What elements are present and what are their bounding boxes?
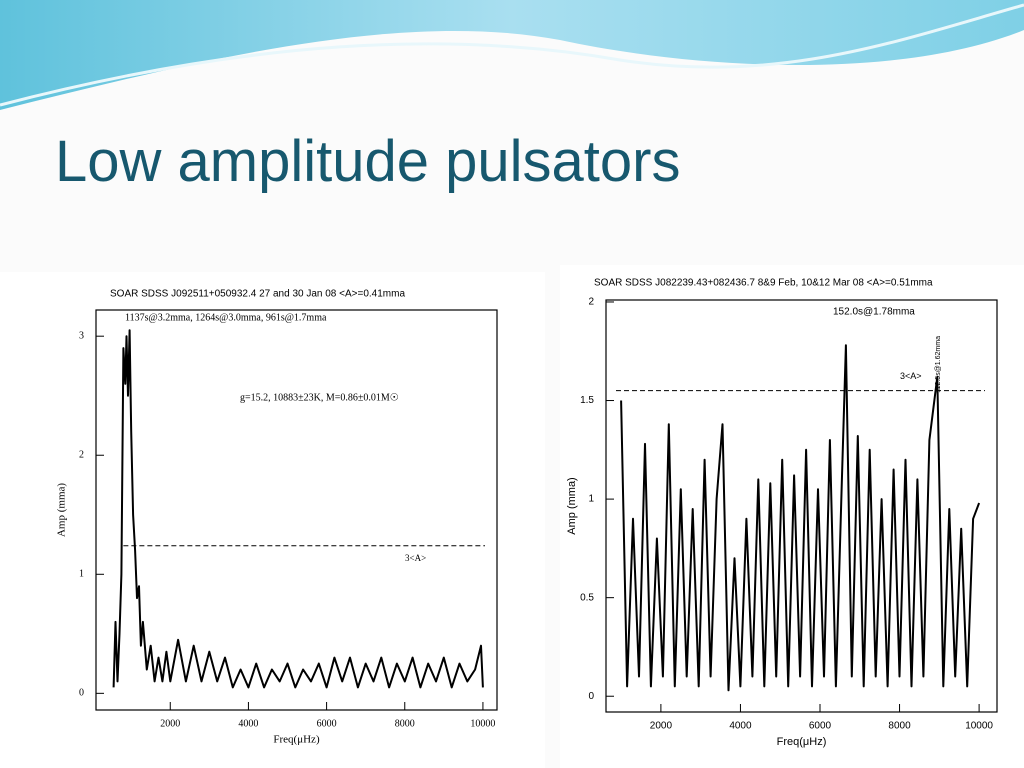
x-tick-label: 4000 [238,718,258,729]
x-tick-label: 4000 [729,721,752,732]
x-tick-label: 2000 [160,718,180,729]
chart-panel [0,272,545,768]
annotation: 112.5s@1.62mma [935,336,942,393]
y-tick-label: 3 [79,330,84,341]
x-tick-label: 6000 [317,718,337,729]
chart-title: SOAR SDSS J092511+050932.4 27 and 30 Jan… [110,289,405,300]
y-tick-label: 2 [79,450,84,461]
x-tick-label: 2000 [650,721,673,732]
annotation: g=15.2, 10883±23K, M=0.86±0.01M☉ [240,392,399,403]
y-tick-label: 0 [79,688,84,699]
wave-line [0,3,1024,107]
slide-title: Low amplitude pulsators [55,129,681,194]
header-wave [0,0,1024,110]
x-axis-label: Freq(μHz) [777,736,827,748]
threshold-label: 3<A> [405,553,426,563]
y-tick-label: 0 [588,691,594,702]
threshold-label: 3<A> [900,371,922,381]
annotation: 1137s@3.2mma, 1264s@3.0mma, 961s@1.7mma [125,312,327,323]
y-tick-label: 1 [79,569,84,580]
y-tick-label: 0.5 [580,592,594,603]
spectrum-line [112,329,484,689]
x-tick-label: 6000 [809,721,832,732]
y-axis-label: Amp (mma) [566,477,578,534]
x-tick-label: 10000 [470,718,495,729]
x-tick-label: 8000 [395,718,415,729]
annotation: 152.0s@1.78mma [833,307,915,318]
x-tick-label: 8000 [888,721,911,732]
spectrum-line [620,344,981,692]
x-tick-label: 10000 [965,721,993,732]
plot-frame [95,309,498,711]
y-tick-label: 2 [588,297,594,308]
x-axis-label: Freq(μHz) [273,734,320,746]
plot-frame [605,299,998,713]
y-axis-label: Amp (mma) [56,483,68,537]
chart-title: SOAR SDSS J082239.43+082436.7 8&9 Feb, 1… [594,278,933,289]
y-tick-label: 1.5 [580,395,594,406]
y-tick-label: 1 [588,494,594,505]
charts: SOAR SDSS J092511+050932.4 27 and 30 Jan… [56,278,998,748]
